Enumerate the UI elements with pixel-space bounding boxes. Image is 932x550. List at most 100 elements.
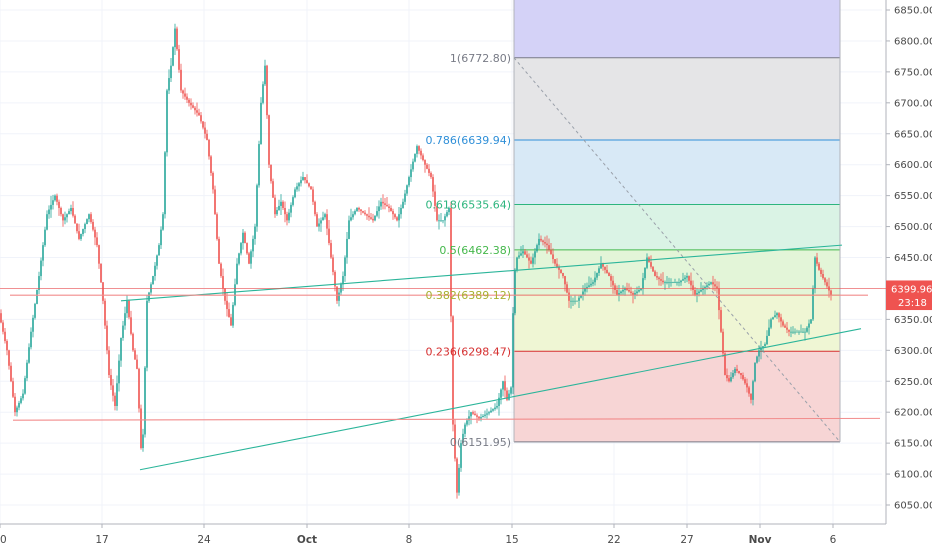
time-axis[interactable]: 0 17 24 Oct 8 15 22 27 Nov 6 bbox=[0, 523, 886, 546]
candle-body bbox=[628, 289, 630, 292]
time-tick-label: 22 bbox=[607, 534, 620, 546]
candle-body bbox=[50, 204, 52, 210]
candle-body bbox=[750, 393, 752, 400]
candle-body bbox=[814, 257, 816, 289]
candle-body bbox=[264, 65, 266, 85]
fib-zone-fill bbox=[514, 351, 840, 442]
candle-body bbox=[112, 385, 114, 396]
candle-body bbox=[724, 353, 726, 376]
candle-body bbox=[594, 277, 596, 283]
candle-body bbox=[350, 217, 352, 221]
candle-body bbox=[8, 350, 10, 366]
candle-body bbox=[422, 155, 424, 161]
candle-body bbox=[262, 84, 264, 103]
candle-body bbox=[634, 293, 636, 295]
candle-body bbox=[568, 292, 570, 301]
candle-body bbox=[180, 69, 182, 91]
candle-body bbox=[420, 150, 422, 156]
candle-body bbox=[138, 368, 140, 409]
candle-body bbox=[52, 200, 54, 205]
trend-line-green-lower[interactable] bbox=[139, 328, 862, 471]
candle-body bbox=[546, 243, 548, 246]
candle-body bbox=[318, 223, 320, 227]
candle-body bbox=[538, 238, 540, 246]
candle-body bbox=[288, 212, 290, 221]
candle-body bbox=[816, 257, 818, 264]
candle-body bbox=[72, 208, 74, 216]
candle-body bbox=[678, 282, 680, 284]
candle-body bbox=[518, 255, 520, 258]
candle-body bbox=[736, 368, 738, 371]
candle-body bbox=[214, 189, 216, 215]
candle-body bbox=[774, 315, 776, 318]
candle-body bbox=[684, 277, 686, 280]
candle-body bbox=[554, 259, 556, 264]
candle-body bbox=[84, 224, 86, 230]
candle-body bbox=[792, 331, 794, 333]
candle-body bbox=[18, 402, 20, 408]
candle-body bbox=[158, 245, 160, 256]
candle-body bbox=[280, 201, 282, 206]
candle-body bbox=[574, 300, 576, 302]
candle-body bbox=[286, 214, 288, 221]
candle-body bbox=[390, 208, 392, 212]
candle-body bbox=[582, 291, 584, 295]
candle-body bbox=[100, 263, 102, 283]
candle-body bbox=[586, 286, 588, 289]
candle-body bbox=[598, 268, 600, 273]
candle-body bbox=[130, 317, 132, 334]
candle-body bbox=[524, 251, 526, 255]
candle-body bbox=[602, 263, 604, 267]
candle-body bbox=[652, 266, 654, 272]
candle-body bbox=[702, 288, 704, 290]
candle-body bbox=[492, 409, 494, 411]
candle-body bbox=[98, 245, 100, 264]
candle-body bbox=[58, 201, 60, 208]
candle-body bbox=[764, 344, 766, 347]
candle-body bbox=[536, 245, 538, 252]
candle-body bbox=[12, 381, 14, 397]
candle-body bbox=[330, 243, 332, 258]
candle-body bbox=[110, 375, 112, 386]
price-tick-label: 6300.00 bbox=[894, 346, 932, 357]
price-tick-label: 6750.00 bbox=[894, 67, 932, 78]
candle-body bbox=[402, 201, 404, 208]
candle-body bbox=[418, 146, 420, 151]
candle-body bbox=[432, 177, 434, 192]
candle-body bbox=[468, 416, 470, 421]
fib-level-label: 0(6151.95) bbox=[450, 436, 511, 449]
candle-body bbox=[240, 243, 242, 254]
candle-body bbox=[86, 219, 88, 225]
price-axis[interactable]: 6050.00 6100.00 6150.00 6200.00 6250.00 6300.… bbox=[885, 0, 932, 524]
candle-body bbox=[796, 331, 798, 333]
candle-body bbox=[494, 407, 496, 410]
candle-body bbox=[378, 206, 380, 212]
candle-body bbox=[508, 393, 510, 400]
candle-body bbox=[312, 189, 314, 202]
fib-zone-fill bbox=[514, 57, 840, 140]
candle-body bbox=[480, 417, 482, 419]
candle-body bbox=[380, 201, 382, 207]
trend-lines[interactable] bbox=[10, 244, 881, 471]
candle-body bbox=[104, 300, 106, 326]
candle-body bbox=[310, 186, 312, 190]
candle-body bbox=[584, 288, 586, 292]
candle-body bbox=[708, 283, 710, 286]
countdown-label: 23:18 bbox=[898, 298, 927, 309]
candle-body bbox=[242, 232, 244, 244]
trend-line-green-upper[interactable] bbox=[120, 244, 843, 302]
candle-body bbox=[188, 99, 190, 103]
candle-body bbox=[126, 300, 128, 314]
candle-body bbox=[6, 341, 8, 351]
candle-body bbox=[346, 238, 348, 258]
fib-zone-fill bbox=[514, 139, 840, 205]
candle-body bbox=[606, 269, 608, 273]
candle-body bbox=[14, 396, 16, 413]
candle-body bbox=[78, 231, 80, 239]
trend-line-red-lower[interactable] bbox=[12, 417, 881, 421]
candle-body bbox=[642, 278, 644, 289]
candle-body bbox=[396, 217, 398, 221]
candle-body bbox=[216, 214, 218, 239]
candle-body bbox=[532, 257, 534, 264]
